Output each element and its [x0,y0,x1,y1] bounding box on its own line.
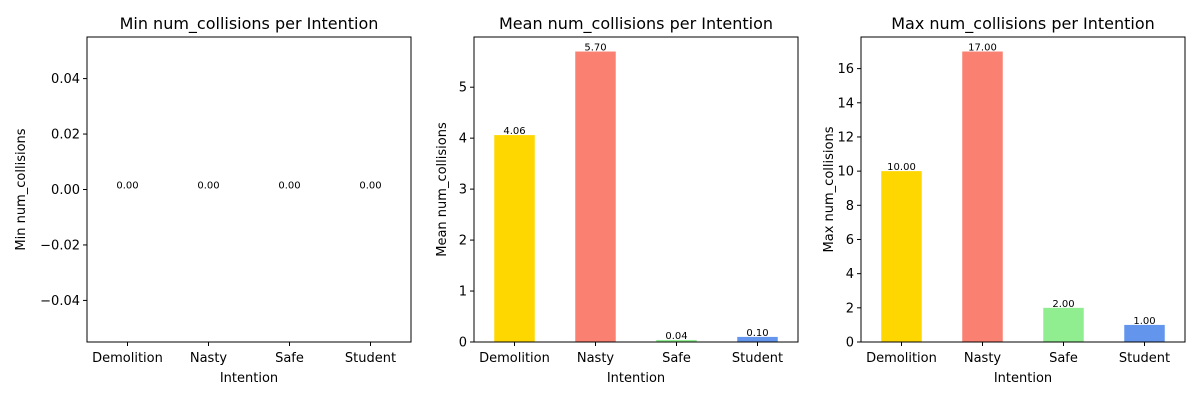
y-tick-label: 8 [846,199,854,214]
y-tick-label: 6 [846,233,854,248]
y-tick-label: −0.02 [40,238,80,253]
y-tick-label: 14 [837,96,854,111]
data-label: 0.00 [197,181,219,192]
bar-nasty [962,51,1003,343]
y-tick-label: 4 [459,132,467,147]
x-axis-label: Intention [607,371,665,386]
y-axis-label: Mean num_collisions [435,122,450,257]
data-label: 4.06 [503,126,525,137]
y-tick-label: 3 [459,183,467,198]
data-label: 10.00 [887,162,916,173]
y-axis-label: Max num_collisions [822,126,837,252]
x-tick-label: Demolition [92,351,163,366]
bar-student [1124,324,1165,342]
y-tick-label: 12 [837,130,854,145]
data-label: 17.00 [968,43,997,54]
axes-frame [860,36,1186,343]
data-label: 0.00 [359,181,381,192]
y-tick-label: 10 [837,165,854,180]
x-tick-label: Student [345,351,396,366]
y-axis-label: Min num_collisions [14,128,29,250]
y-tick-label: 0.04 [51,72,80,87]
data-label: 0.04 [665,331,687,342]
x-tick-label: Safe [275,351,304,366]
bar-safe [656,339,697,342]
x-tick-label: Safe [1049,351,1078,366]
data-label: 1.00 [1133,316,1155,327]
y-tick-label: 4 [846,267,854,282]
y-tick-label: 0.00 [51,183,80,198]
y-tick-label: 16 [837,62,854,77]
x-tick-label: Nasty [190,351,228,366]
chart-title: Min num_collisions per Intention [120,14,379,34]
y-tick-label: 2 [459,234,467,249]
x-tick-label: Nasty [577,351,615,366]
y-tick-label: −0.04 [40,294,80,309]
bar-demolition [494,135,535,342]
y-tick-label: 5 [459,81,467,96]
bar-nasty [575,51,616,343]
data-label: 2.00 [1052,299,1074,310]
y-tick-label: 0.02 [51,128,80,143]
y-tick-label: 0 [846,336,854,351]
chart-title: Mean num_collisions per Intention [499,14,773,34]
x-axis-label: Intention [994,371,1052,386]
x-tick-label: Nasty [964,351,1002,366]
y-tick-label: 2 [846,301,854,316]
chart-panel-1: 0.00 0.00 0.00 0.00 Demolition Nasty Safe Stude… [14,14,412,386]
bar-safe [1043,307,1084,342]
data-label: 5.70 [584,43,606,54]
chart-panel-3: 10.00 17.00 2.00 1.00 Demolition Nasty Safe Stu… [822,14,1186,386]
data-label: 0.00 [278,181,300,192]
x-tick-label: Student [1119,351,1170,366]
data-label: 0.00 [116,181,138,192]
x-tick-label: Student [732,351,783,366]
y-tick-label: 0 [459,336,467,351]
x-tick-label: Demolition [479,351,550,366]
x-axis-label: Intention [220,371,278,386]
y-tick-label: 1 [459,285,467,300]
chart-panel-2: 4.06 5.70 0.04 0.10 Demolition Nasty Safe Stude… [435,14,799,386]
x-tick-label: Demolition [866,351,937,366]
chart-title: Max num_collisions per Intention [891,14,1155,34]
bar-demolition [881,171,922,342]
data-label: 0.10 [746,328,768,339]
bar-student [737,336,778,342]
x-tick-label: Safe [662,351,691,366]
